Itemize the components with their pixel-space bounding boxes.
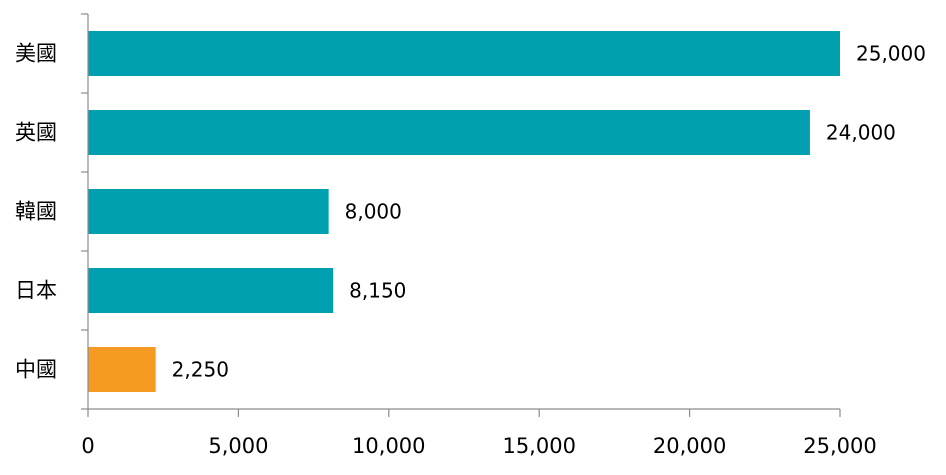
bar-1 [88,31,840,76]
data-label: 2,250 [172,358,229,382]
x-tick-label: 0 [81,434,94,458]
category-label: 韓國 [15,200,57,224]
x-tick-label: 25,000 [803,434,876,458]
data-label: 24,000 [826,121,896,145]
axes-layer [87,14,840,410]
data-label: 25,000 [856,42,926,66]
category-label: 英國 [15,121,57,145]
category-label: 中國 [15,358,57,382]
labels-layer: 美國 25,000 英國 24,000 韓國 8,000 日本 8,150 中國 2,250 0 5,… [15,42,926,459]
bars-layer [88,31,840,392]
data-label: 8,150 [349,279,406,303]
bar-3 [88,189,329,234]
ticks-layer [81,13,841,417]
bar-2 [88,110,810,155]
bar-5 [88,347,156,392]
x-tick-label: 15,000 [502,434,575,458]
x-tick-label: 5,000 [208,434,268,458]
data-label: 8,000 [345,200,402,224]
x-tick-label: 20,000 [653,434,726,458]
category-label: 美國 [15,42,57,66]
category-label: 日本 [15,279,57,303]
x-tick-label: 10,000 [352,434,425,458]
bar-4 [88,268,334,313]
